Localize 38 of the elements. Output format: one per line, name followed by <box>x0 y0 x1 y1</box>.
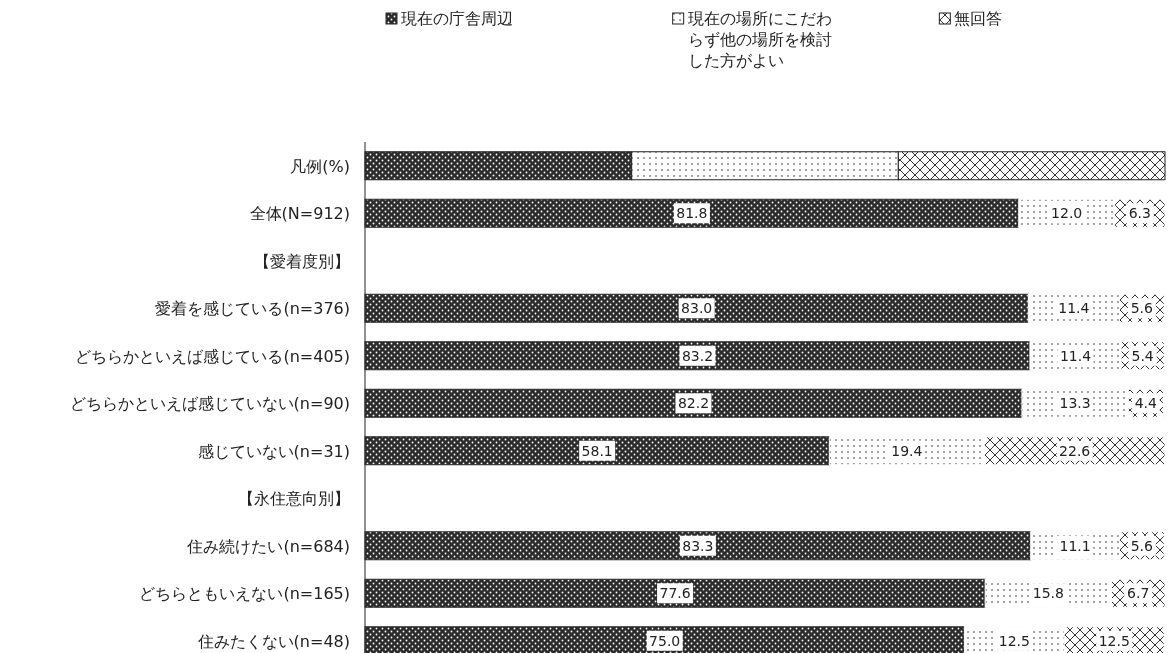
data-label: 12.5 <box>998 632 1030 649</box>
data-label: 12.0 <box>1051 205 1083 222</box>
y-tick-label: 全体(N=912) <box>249 204 350 224</box>
data-label: 5.4 <box>1131 347 1154 364</box>
y-tick-label: 愛着を感じている(n=376) <box>155 299 350 319</box>
legend-title: 凡例(%) <box>290 156 350 176</box>
data-label: 11.4 <box>1059 347 1092 364</box>
data-label: 4.4 <box>1134 395 1158 412</box>
data-label: 22.6 <box>1059 442 1091 459</box>
data-label: 58.1 <box>581 442 613 459</box>
data-label: 6.3 <box>1128 205 1151 222</box>
data-label: 13.3 <box>1059 395 1091 412</box>
data-label: 75.0 <box>649 632 681 649</box>
data-label: 77.6 <box>659 585 691 602</box>
y-tick-label: 【愛着度別】 <box>254 251 350 271</box>
data-label: 5.6 <box>1130 537 1154 554</box>
y-tick-label: 住みたくない(n=48) <box>196 631 350 651</box>
data-label: 11.4 <box>1058 300 1090 317</box>
data-label: 11.1 <box>1059 537 1091 554</box>
y-tick-label: どちらともいえない(n=165) <box>139 584 350 604</box>
data-label: 82.2 <box>677 395 710 412</box>
data-label: 6.7 <box>1127 585 1150 602</box>
y-tick-label: どちらかといえば感じている(n=405) <box>75 346 350 366</box>
data-label: 83.2 <box>681 347 714 364</box>
y-tick-label: 感じていない(n=31) <box>197 441 350 461</box>
data-label: 83.3 <box>682 537 714 554</box>
data-label: 83.0 <box>681 300 713 317</box>
y-tick-label: 【永住意向別】 <box>238 489 350 509</box>
data-label: 81.8 <box>676 205 708 222</box>
y-tick-label: 住み続けたい(n=684) <box>186 536 350 556</box>
data-label: 5.6 <box>1130 300 1154 317</box>
legend-label: 無回答 <box>953 8 1004 29</box>
data-label: 15.8 <box>1032 585 1064 602</box>
data-label: 19.4 <box>891 442 923 459</box>
data-label: 12.5 <box>1098 632 1130 649</box>
legend-label: 現在の場所にこだわらず他の場所を検討した方がよい <box>686 8 833 71</box>
legend-label: 現在の庁舎周辺 <box>400 8 514 29</box>
y-tick-label: どちらかといえば感じていない(n=90) <box>69 394 350 414</box>
